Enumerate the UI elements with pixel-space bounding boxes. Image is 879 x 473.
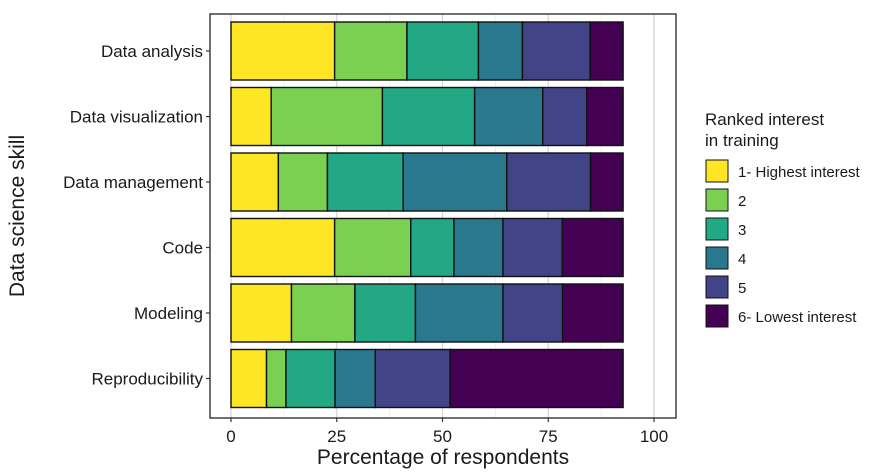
bar-data-analysis-rank-4: [477, 21, 524, 81]
bar-data-management-rank-2: [277, 152, 329, 212]
bar-code-rank-3: [410, 217, 455, 278]
legend-label-rank-6: 6- Lowest interest: [738, 309, 857, 326]
bar-data-visualization-rank-5: [542, 86, 588, 147]
bar-data-visualization-rank-1: [230, 86, 272, 147]
y-tick-label-reproducibility: Reproducibility: [92, 370, 204, 389]
bar-modeling-rank-4: [414, 283, 504, 343]
legend-swatch-rank-6: [705, 304, 729, 328]
bar-data-visualization-rank-2: [270, 86, 384, 147]
legend-label-rank-3: 3: [738, 222, 746, 239]
y-axis: Data analysis Data visualization Data mana…: [63, 42, 210, 389]
bar-segments: [230, 21, 624, 409]
y-tick-label-code: Code: [162, 239, 203, 258]
bar-code-rank-5: [502, 217, 563, 278]
x-tick-label-50: 50: [433, 427, 452, 446]
legend: Ranked interest in training 1- Highest i…: [705, 110, 861, 328]
gridlines: [230, 14, 655, 418]
bar-code-rank-6: [561, 217, 624, 278]
y-tick-label-modeling: Modeling: [134, 304, 203, 323]
bar-data-visualization-rank-4: [473, 86, 544, 147]
legend-title-line-1: Ranked interest: [705, 110, 824, 129]
bar-data-analysis-rank-2: [333, 21, 408, 81]
x-tick-label-0: 0: [226, 427, 235, 446]
bar-data-visualization-rank-3: [381, 86, 476, 147]
bar-data-analysis-rank-3: [406, 21, 480, 81]
bar-data-analysis-rank-5: [521, 21, 591, 81]
legend-swatch-rank-5: [705, 275, 729, 299]
legend-swatch-rank-4: [705, 246, 729, 270]
bar-reproducibility-rank-1: [230, 348, 268, 409]
bar-data-management-rank-4: [402, 152, 508, 212]
y-tick-label-data-management: Data management: [63, 173, 203, 192]
bar-code-rank-1: [230, 217, 336, 278]
legend-label-rank-4: 4: [738, 251, 746, 268]
bar-modeling-rank-1: [230, 283, 293, 343]
bar-data-management-rank-1: [230, 152, 280, 212]
legend-title-line-2: in training: [705, 131, 779, 150]
bar-data-management-rank-3: [326, 152, 404, 212]
bar-data-management-rank-6: [589, 152, 624, 212]
bar-data-analysis-rank-6: [589, 21, 624, 81]
bar-reproducibility-rank-5: [374, 348, 451, 409]
legend-swatch-rank-1: [705, 159, 729, 183]
bar-reproducibility-rank-3: [285, 348, 336, 409]
legend-label-rank-5: 5: [738, 280, 746, 297]
legend-label-rank-2: 2: [738, 193, 746, 210]
x-tick-label-25: 25: [327, 427, 346, 446]
bar-reproducibility-rank-4: [334, 348, 376, 409]
legend-swatch-rank-2: [705, 188, 729, 212]
y-tick-label-data-analysis: Data analysis: [101, 42, 203, 61]
x-tick-label-75: 75: [539, 427, 558, 446]
bar-modeling-rank-5: [502, 283, 564, 343]
bar-data-management-rank-5: [506, 152, 592, 212]
bar-reproducibility-rank-2: [265, 348, 287, 409]
bar-modeling-rank-2: [290, 283, 356, 343]
bar-code-rank-4: [453, 217, 504, 278]
bar-code-rank-2: [333, 217, 412, 278]
x-axis: 0 25 50 75 100: [226, 418, 668, 446]
x-tick-label-100: 100: [640, 427, 668, 446]
legend-items: 1- Highest interest 2 3 4 5 6- Lowest interes…: [705, 159, 861, 328]
bar-modeling-rank-6: [561, 283, 624, 343]
y-axis-title: Data science skill: [6, 135, 29, 297]
y-tick-label-data-visualization: Data visualization: [70, 108, 203, 127]
bar-modeling-rank-3: [354, 283, 417, 343]
legend-label-rank-1: 1- Highest interest: [738, 164, 861, 181]
legend-swatch-rank-3: [705, 217, 729, 241]
x-axis-title: Percentage of respondents: [317, 446, 569, 469]
bar-data-visualization-rank-6: [586, 86, 624, 147]
bar-reproducibility-rank-6: [449, 348, 624, 409]
bar-data-analysis-rank-1: [230, 21, 336, 81]
